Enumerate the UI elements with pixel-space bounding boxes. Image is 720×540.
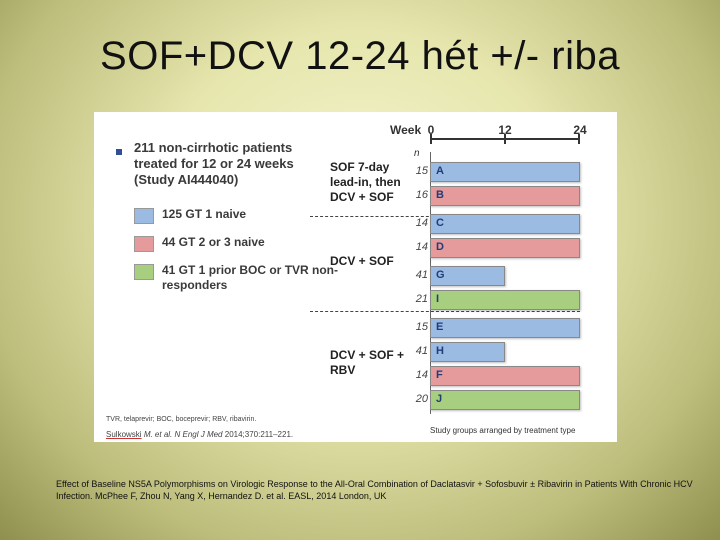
bar-group-i: I xyxy=(430,290,580,310)
n-value-j: 20 xyxy=(415,393,428,405)
tick-label-12: 12 xyxy=(498,123,512,137)
bar-group-c: C xyxy=(430,214,580,234)
n-column-header: n xyxy=(414,148,420,159)
study-intro-text: 211 non-cirrhotic patients treated for 1… xyxy=(134,140,294,187)
group-label-dcv-sof-rbv: DCV + SOF + RBV xyxy=(330,348,405,377)
legend-swatch-red xyxy=(134,236,154,252)
n-value-d: 14 xyxy=(415,241,428,253)
bullet-square-icon xyxy=(116,149,122,155)
x-axis-label: Week xyxy=(390,123,422,137)
tick-label-0: 0 xyxy=(427,123,435,137)
tick-mark-24 xyxy=(578,134,580,144)
reference-author: Sulkowski xyxy=(106,430,142,439)
group-label-dcv-sof: DCV + SOF xyxy=(330,254,394,268)
legend-swatch-blue xyxy=(134,208,154,224)
bar-letter: D xyxy=(436,241,444,253)
bar-group-f: F xyxy=(430,366,580,386)
group-label-lead-in: SOF 7-day lead-in, then DCV + SOF xyxy=(330,160,401,204)
n-value-f: 14 xyxy=(415,369,428,381)
reference-footnote: Sulkowski M. et al. N Engl J Med 2014;37… xyxy=(106,430,293,439)
bar-group-j: J xyxy=(430,390,580,410)
bar-group-e: E xyxy=(430,318,580,338)
bar-letter: H xyxy=(436,345,444,357)
study-summary: 211 non-cirrhotic patients treated for 1… xyxy=(94,112,338,442)
slide-title: SOF+DCV 12-24 hét +/- riba xyxy=(100,34,620,78)
slide-caption: Effect of Baseline NS5A Polymorphisms on… xyxy=(56,479,693,501)
legend-swatch-green xyxy=(134,264,154,280)
tick-mark-12 xyxy=(504,134,506,144)
n-value-c: 14 xyxy=(415,217,428,229)
bar-group-b: B xyxy=(430,186,580,206)
n-value-b: 16 xyxy=(415,189,428,201)
bar-group-h: H xyxy=(430,342,505,362)
bar-group-a: A xyxy=(430,162,580,182)
reference-citation: 2014;370:211–221. xyxy=(224,430,294,439)
legend-label: 125 GT 1 naive xyxy=(162,207,247,221)
chart-note: Study groups arranged by treatment type xyxy=(430,426,576,435)
study-figure-panel: 211 non-cirrhotic patients treated for 1… xyxy=(94,112,617,442)
bar-letter: I xyxy=(436,293,440,305)
bar-letter: G xyxy=(436,269,445,281)
bar-letter: J xyxy=(436,393,443,405)
bar-group-g: G xyxy=(430,266,505,286)
reference-journal: M. et al. N Engl J Med xyxy=(143,430,223,439)
bar-letter: C xyxy=(436,217,444,229)
n-value-g: 41 xyxy=(415,269,428,281)
bar-group-d: D xyxy=(430,238,580,258)
bar-letter: F xyxy=(436,369,443,381)
n-value-e: 15 xyxy=(415,321,428,333)
bar-letter: A xyxy=(436,165,444,177)
tick-mark-0 xyxy=(430,134,432,144)
legend-label: 44 GT 2 or 3 naive xyxy=(162,235,265,249)
abbreviations-footnote: TVR, telaprevir; BOC, boceprevir; RBV, r… xyxy=(106,416,257,423)
legend-label: 41 GT 1 prior BOC or TVR non-responders xyxy=(162,263,339,292)
n-value-i: 21 xyxy=(415,293,428,305)
n-value-h: 41 xyxy=(415,345,428,357)
n-value-a: 15 xyxy=(415,165,428,177)
tick-label-24: 24 xyxy=(573,123,587,137)
group-divider xyxy=(310,311,580,312)
bar-letter: E xyxy=(436,321,444,333)
bar-letter: B xyxy=(436,189,444,201)
